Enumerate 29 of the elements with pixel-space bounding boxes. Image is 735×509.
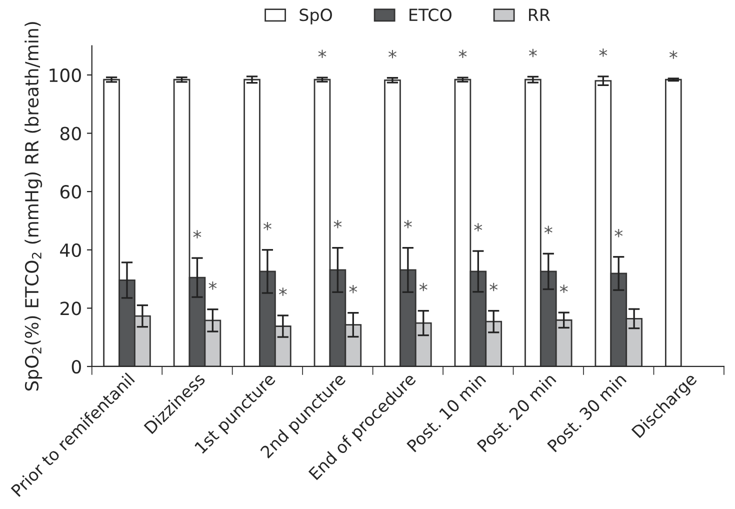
data-label: *	[318, 50, 326, 58]
data-label: *	[349, 284, 358, 294]
data-label: *	[388, 50, 396, 58]
y-tick-label: 0	[72, 360, 81, 374]
data-label: *	[404, 220, 412, 228]
data-label: *	[474, 223, 482, 232]
data-label: *	[263, 222, 272, 230]
data-label: *	[208, 281, 217, 290]
y-tick-label: 80	[60, 126, 81, 140]
data-label: *	[490, 282, 498, 292]
y-tick-label: 20	[60, 302, 81, 316]
y-tick-label: 100	[50, 68, 81, 82]
y-tick-label: 40	[60, 243, 81, 257]
data-label: *	[544, 226, 552, 234]
data-label: *	[458, 50, 467, 58]
data-label: *	[599, 48, 608, 57]
data-label: *	[560, 284, 568, 293]
y-tick-label: 60	[60, 185, 81, 199]
data-label: *	[278, 288, 287, 296]
data-label: *	[528, 48, 537, 58]
y-axis-title: SpO$_{2}$(%) ETCO$_{2}$ (mmHg) RR (breath/min)	[24, 22, 42, 391]
data-label: *	[669, 50, 678, 59]
data-label: *	[419, 282, 428, 292]
data-label: *	[614, 229, 623, 238]
legend-label: SpO	[300, 8, 332, 24]
legend-label: RR	[529, 8, 550, 21]
data-label: *	[193, 230, 202, 238]
legend-label: ETCO	[410, 8, 452, 22]
data-label: *	[334, 220, 342, 228]
